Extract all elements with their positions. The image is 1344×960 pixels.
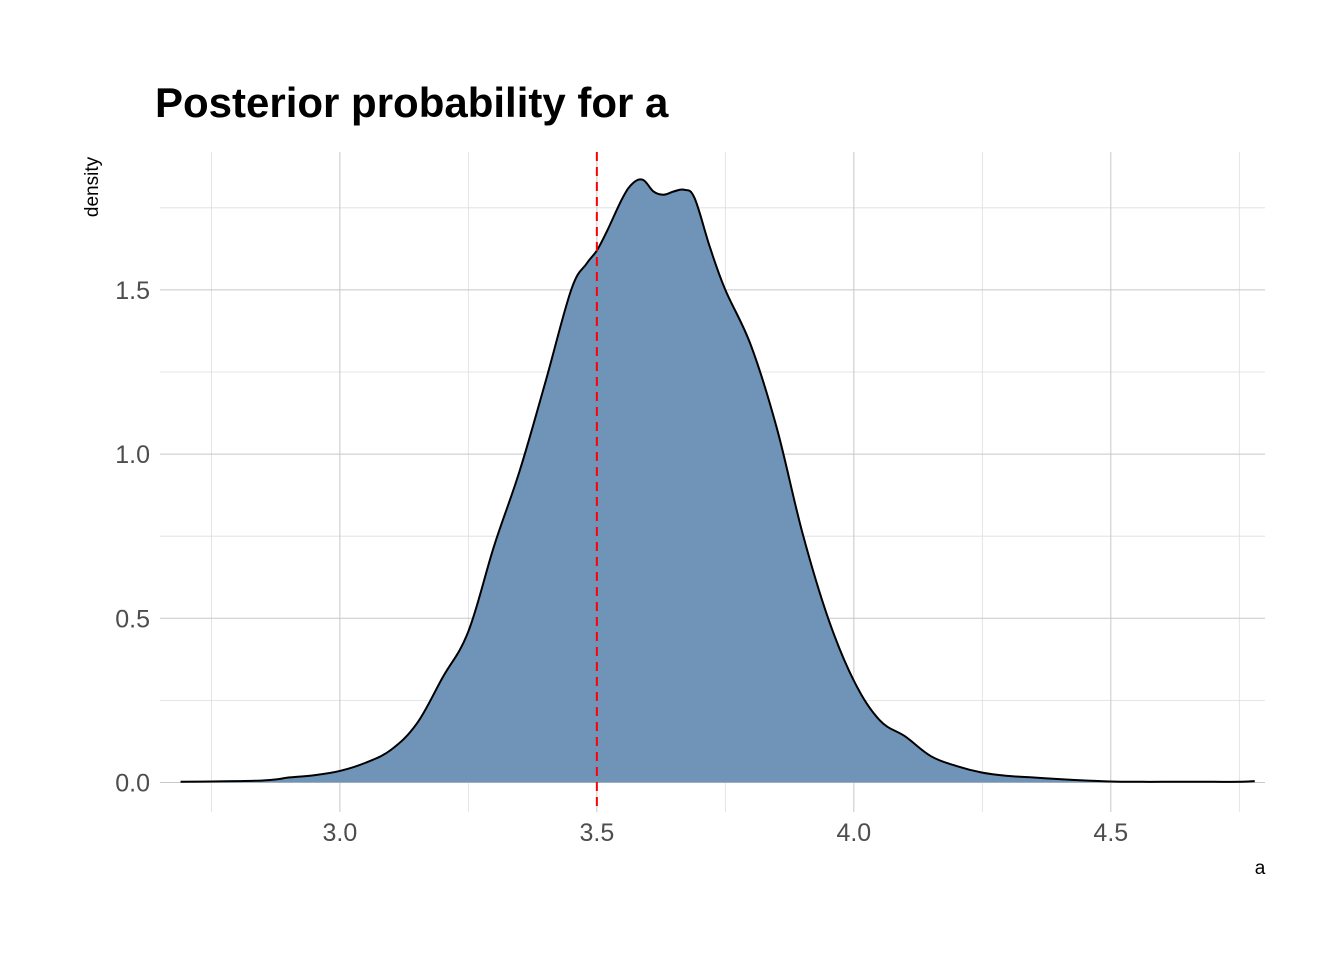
axis-ticks: 3.0 3.5 4.0 4.5 0.0 0.5 1.0 1.5 (115, 277, 1128, 847)
y-tick-label: 0.5 (115, 605, 150, 633)
density-line (180, 178, 1255, 783)
y-axis-title: density (82, 156, 103, 217)
x-tick-label: 4.5 (1093, 819, 1128, 847)
density-area (180, 179, 1255, 783)
x-tick-label: 4.0 (836, 819, 871, 847)
plot-area (180, 152, 1255, 812)
y-tick-label: 0.0 (115, 769, 150, 797)
x-tick-label: 3.5 (579, 819, 614, 847)
y-tick-label: 1.0 (115, 441, 150, 469)
chart-title: Posterior probability for a (155, 79, 669, 126)
x-axis-title: a (1255, 858, 1266, 879)
x-tick-label: 3.0 (323, 819, 358, 847)
y-tick-label: 1.5 (115, 277, 150, 305)
